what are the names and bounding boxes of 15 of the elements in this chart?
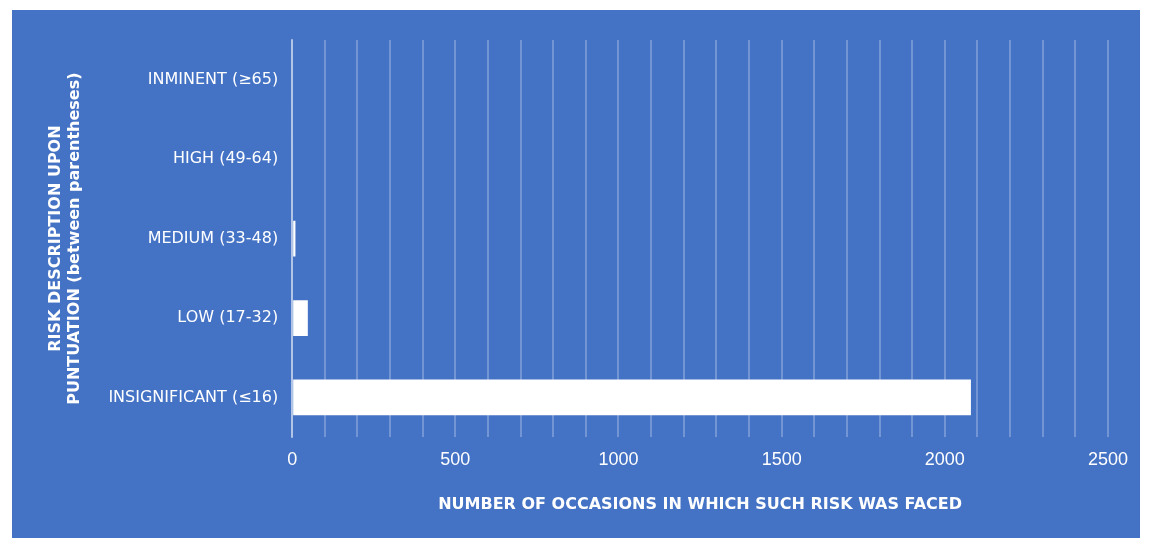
bar [293, 300, 308, 336]
y-tick-label: INSIGNIFICANT (≤16) [108, 386, 279, 406]
x-tick-label: 2000 [924, 448, 965, 469]
x-tick-label: 2500 [1087, 448, 1128, 469]
x-tick-label: 1000 [598, 448, 639, 469]
x-tick-label: 1500 [761, 448, 802, 469]
y-tick-label: MEDIUM (33-48) [147, 227, 279, 247]
x-axis-title: NUMBER OF OCCASIONS IN WHICH SUCH RISK WAS FACED [438, 493, 963, 513]
y-tick-label: INMINENT (≥65) [147, 68, 279, 88]
y-tick-label: LOW (17-32) [177, 307, 279, 327]
y-tick-label: HIGH (49-64) [172, 148, 279, 168]
x-tick-label: 500 [440, 448, 471, 469]
y-axis-title: RISK DESCRIPTION UPON PUNTUATION (between parentheses) [44, 72, 83, 405]
bar [293, 379, 971, 416]
x-tick-label: 0 [287, 448, 298, 469]
